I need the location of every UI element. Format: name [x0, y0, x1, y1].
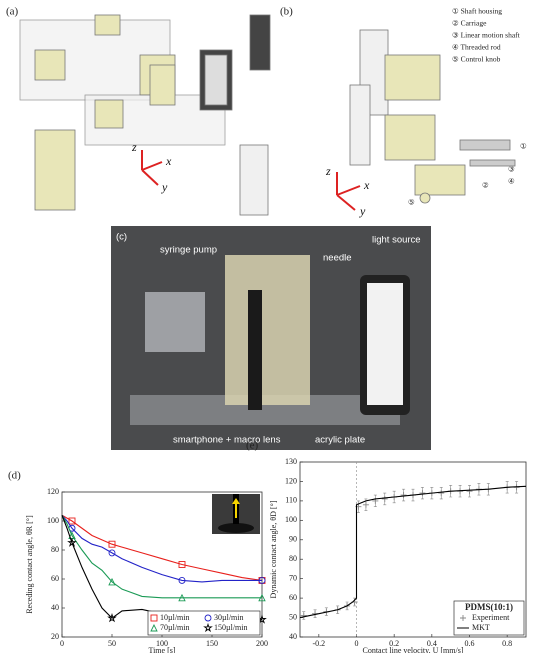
- x-tick-label: 0: [355, 639, 359, 648]
- legend-label: Experiment: [472, 613, 510, 622]
- y-tick-label: 40: [51, 603, 59, 612]
- series-line: [300, 486, 526, 617]
- callout: ③: [508, 165, 515, 174]
- axis-letter: y: [359, 204, 366, 218]
- x-axis-label: Time [s]: [148, 646, 175, 653]
- axes-a: [142, 150, 162, 185]
- annotation: light source: [372, 235, 421, 246]
- callout: ①: [520, 142, 527, 151]
- part-name: ① Shaft housing: [452, 7, 502, 16]
- legend-title: PDMS(10:1): [465, 602, 513, 612]
- marker: [467, 488, 473, 494]
- render-a: [20, 15, 270, 215]
- annotation: acrylic plate: [315, 435, 365, 446]
- part-name: ⑤ Control knob: [452, 55, 501, 64]
- y-tick-label: 120: [47, 487, 59, 496]
- y-tick-label: 50: [289, 612, 297, 621]
- y-tick-label: 80: [51, 545, 59, 554]
- y-tick-label: 60: [51, 574, 59, 583]
- legend-label: 10µl/min: [160, 613, 190, 622]
- callout: ⑤: [408, 198, 415, 207]
- callout: ④: [508, 177, 515, 186]
- panel-label: (d): [8, 470, 21, 482]
- marker: [419, 490, 425, 496]
- y-tick-label: 70: [289, 573, 297, 582]
- y-axis-label: Dynamic contact angle, θD [°]: [269, 500, 278, 598]
- part-name: ② Carriage: [452, 19, 487, 28]
- axis-letter: z: [131, 140, 137, 154]
- photo-c: (c) syringe pump needle light source sma…: [111, 226, 431, 450]
- x-tick-label: 0.6: [465, 639, 475, 648]
- axis-letter: x: [165, 154, 172, 168]
- marker: [382, 496, 388, 502]
- panel-label: (a): [6, 6, 19, 18]
- y-tick-label: 120: [285, 476, 297, 485]
- annotation: needle: [323, 253, 352, 264]
- x-tick-label: 150: [206, 639, 218, 648]
- legend-label: MKT: [472, 623, 490, 632]
- y-tick-label: 110: [285, 496, 297, 505]
- axis-letter: z: [325, 164, 331, 178]
- y-tick-label: 90: [289, 535, 297, 544]
- marker: [438, 490, 444, 496]
- x-tick-label: 50: [108, 639, 116, 648]
- y-tick-label: 20: [51, 632, 59, 641]
- y-axis-label: Receding contact angle, θR [°]: [25, 515, 34, 614]
- y-tick-label: 80: [289, 554, 297, 563]
- part-name: ④ Threaded rod: [452, 43, 501, 52]
- callout: ②: [482, 181, 489, 190]
- x-tick-label: -0.2: [312, 639, 325, 648]
- panel-label: (b): [280, 6, 293, 18]
- legend-label: 150µl/min: [214, 623, 248, 632]
- y-tick-label: 60: [289, 593, 297, 602]
- annotation: syringe pump: [160, 245, 217, 256]
- panel-label: (c): [116, 232, 127, 243]
- x-tick-label: 0.8: [502, 639, 512, 648]
- page: {"panels": { "a": {"label": "(a)", "axes…: [0, 0, 533, 653]
- x-tick-label: 200: [256, 639, 268, 648]
- legend-label: 30µl/min: [214, 613, 244, 622]
- annotation: smartphone + macro lens: [173, 435, 281, 446]
- x-axis-label: Contact line velocity, U [mm/s]: [362, 646, 463, 653]
- y-tick-label: 40: [289, 632, 297, 641]
- axis-letter: y: [161, 180, 168, 194]
- x-tick-label: 0: [60, 639, 64, 648]
- part-name: ③ Linear motion shaft: [452, 31, 521, 40]
- inset-photo: [212, 494, 260, 534]
- y-tick-label: 130: [285, 457, 297, 466]
- panel-label: (e): [246, 440, 259, 452]
- axes-b: [337, 172, 360, 210]
- axis-letter: x: [363, 178, 370, 192]
- y-tick-label: 100: [285, 515, 297, 524]
- legend-label: 70µl/min: [160, 623, 190, 632]
- figure: (a) z x y (b) z x y ① Shaft housing ② Ca…: [0, 0, 533, 653]
- marker: [363, 502, 369, 508]
- y-tick-label: 100: [47, 516, 59, 525]
- marker: [401, 492, 407, 498]
